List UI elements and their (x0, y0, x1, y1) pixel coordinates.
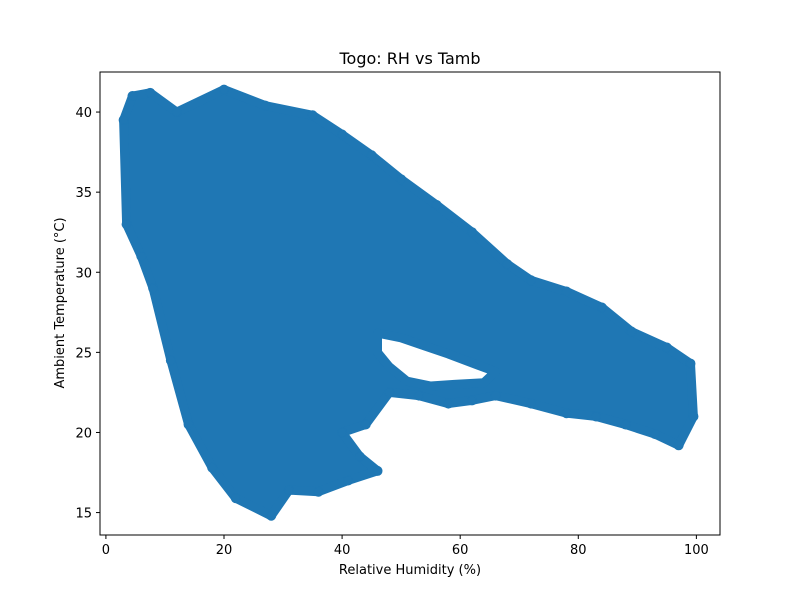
scatter-point (673, 440, 684, 451)
chart-title: Togo: RH vs Tamb (338, 49, 480, 68)
x-tick-label: 0 (102, 543, 110, 558)
x-axis-label: Relative Humidity (%) (339, 563, 481, 578)
scatter-point (148, 283, 159, 294)
scatter-point (561, 408, 572, 419)
scatter-point (266, 510, 277, 521)
y-tick-label: 20 (75, 426, 92, 441)
x-axis: 0 20 40 60 80 100 (102, 535, 709, 558)
scatter-point (490, 390, 501, 401)
scatter-point (343, 475, 353, 486)
scatter-point-cloud (119, 85, 698, 521)
scatter-point (596, 302, 607, 313)
x-tick-label: 80 (570, 543, 587, 558)
plot-frame (99, 71, 721, 536)
scatter-point (207, 462, 218, 473)
scatter-point (354, 451, 365, 462)
y-tick-label: 15 (75, 507, 92, 522)
scatter-point (526, 275, 537, 286)
scatter-point (384, 387, 395, 398)
scatter-point (260, 100, 271, 111)
scatter-point (685, 358, 696, 369)
y-tick-label: 40 (75, 106, 92, 121)
scatter-point (307, 110, 318, 121)
scatter-point (688, 411, 699, 422)
y-axis: 15 20 25 30 35 40 (75, 106, 100, 522)
scatter-point (626, 326, 637, 337)
scatter-point (313, 486, 324, 497)
scatter-point (561, 286, 572, 297)
x-tick-label: 60 (452, 543, 469, 558)
scatter-point (396, 174, 407, 185)
scatter-point (136, 251, 147, 262)
scatter-point (337, 129, 348, 140)
scatter-point (127, 91, 138, 102)
scatter-point (283, 485, 294, 496)
scatter-point (502, 259, 513, 270)
scatter-point (413, 390, 424, 401)
scatter-point (183, 419, 194, 430)
scatter-point (661, 342, 672, 353)
scatter-point (171, 107, 182, 118)
scatter-point (145, 87, 156, 98)
scatter-point (620, 419, 631, 430)
x-tick-label: 100 (684, 543, 709, 558)
y-axis-label: Ambient Temperature (°C) (53, 217, 68, 388)
x-tick-label: 40 (334, 543, 351, 558)
scatter-point (431, 199, 442, 210)
scatter-point (121, 219, 132, 230)
scatter-point (526, 398, 537, 409)
scatter-point (467, 227, 477, 238)
scatter-point (650, 429, 661, 440)
scatter-point (591, 411, 601, 422)
scatter-point (372, 465, 383, 476)
scatter-point (165, 355, 176, 366)
y-tick-label: 30 (75, 266, 92, 281)
scatter-point (360, 419, 371, 430)
y-tick-label: 35 (75, 186, 92, 201)
scatter-point (443, 398, 454, 409)
scatter-point (230, 493, 241, 504)
scatter-point (337, 427, 348, 438)
y-tick-label: 25 (75, 346, 92, 361)
scatter-point (366, 150, 377, 161)
scatter-point (219, 84, 229, 95)
x-tick-label: 20 (216, 543, 233, 558)
plot-area (118, 84, 699, 521)
scatter-point (118, 115, 129, 126)
scatter-point (467, 395, 477, 406)
